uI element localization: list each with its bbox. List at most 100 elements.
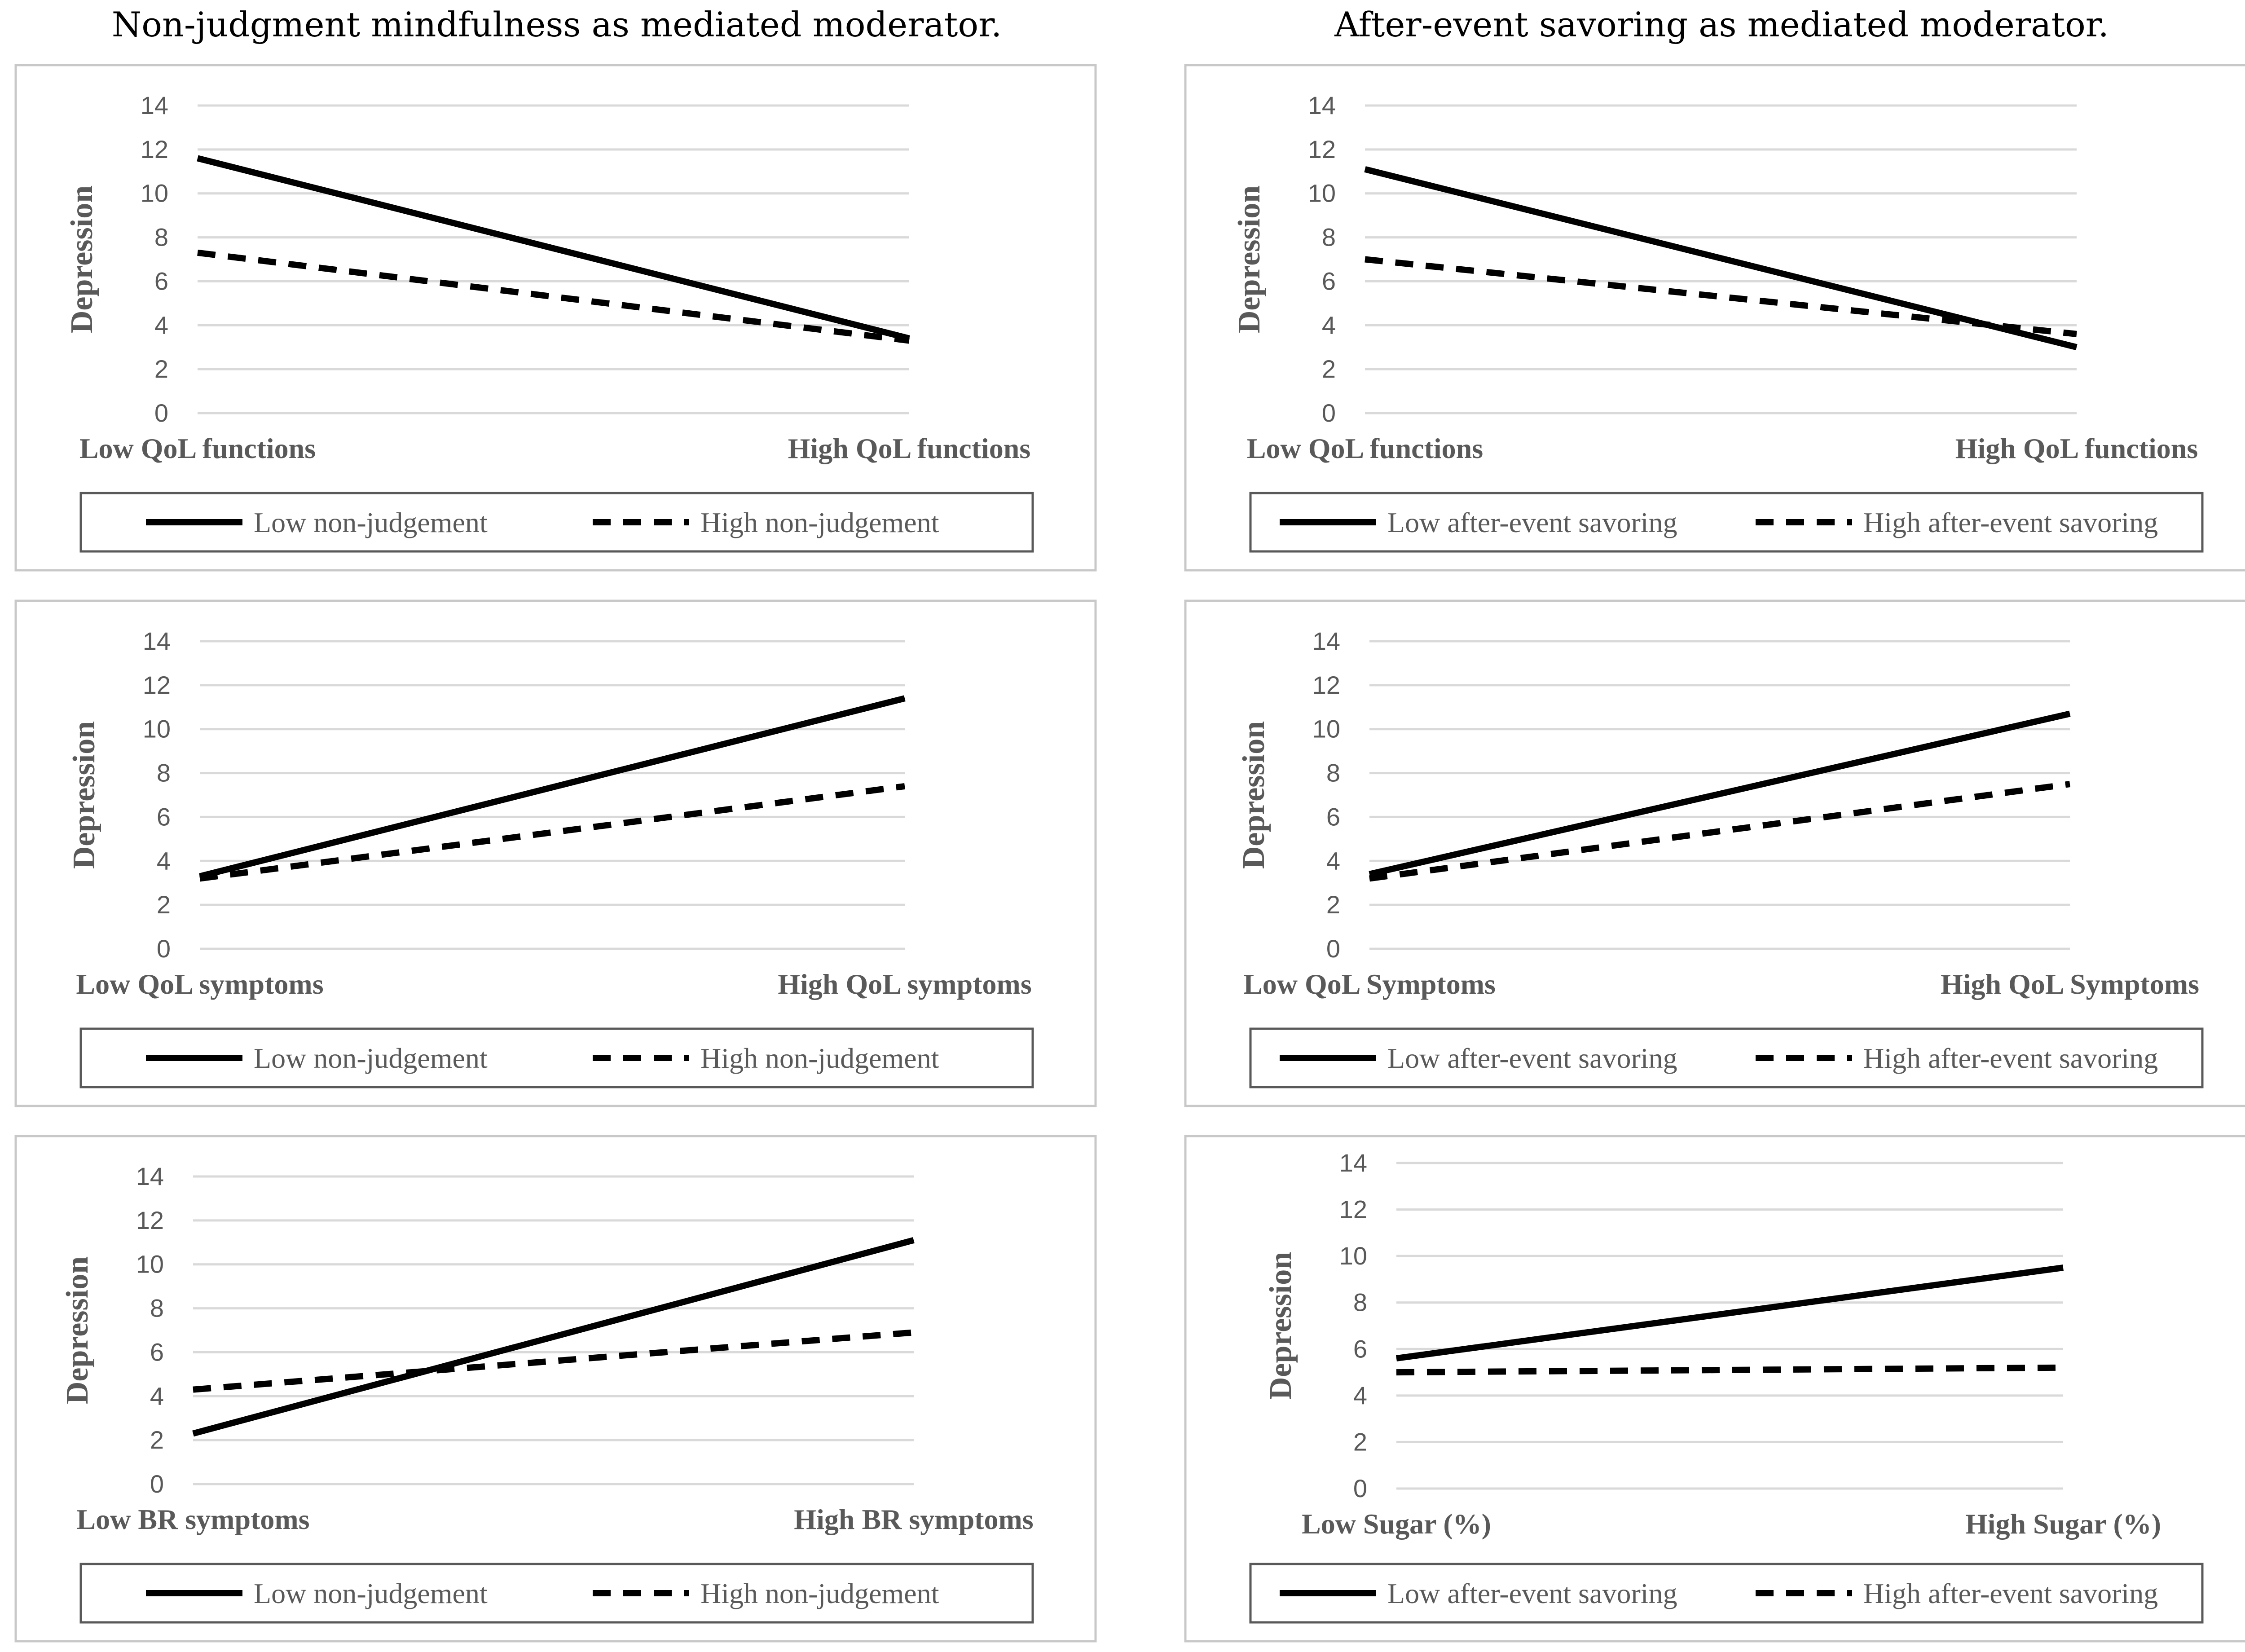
legend-label-1: Low non-judgement xyxy=(254,1042,488,1074)
y-tick-label: 0 xyxy=(150,1470,164,1498)
x-category-label: Low QoL Symptoms xyxy=(1243,968,1496,1000)
y-tick-label: 2 xyxy=(1326,890,1340,919)
series-line-2 xyxy=(1369,781,2070,882)
y-tick-label: 0 xyxy=(1322,399,1336,427)
y-tick-label: 10 xyxy=(1308,179,1336,207)
y-tick-label: 8 xyxy=(1353,1288,1367,1317)
legend-box xyxy=(1249,492,2204,553)
column-title-left: Non-judgment mindfulness as mediated mod… xyxy=(111,4,1002,44)
y-tick-label: 6 xyxy=(154,267,168,295)
y-tick-label: 8 xyxy=(1322,223,1336,251)
legend-label-2: High non-judgement xyxy=(700,507,939,538)
y-tick-label: 8 xyxy=(154,223,168,251)
x-category-label: High Sugar (%) xyxy=(1965,1508,2161,1540)
y-tick-label: 12 xyxy=(1308,135,1336,163)
y-axis-label: Depression xyxy=(65,185,99,333)
series-line-2 xyxy=(197,249,910,344)
y-tick-label: 2 xyxy=(1322,355,1336,383)
y-tick-label: 6 xyxy=(1322,267,1336,295)
chart-panel-5: 0 2 4 6 8 10 12 14 Depression Low BR symptoms High… xyxy=(14,1135,1097,1643)
y-tick-label: 12 xyxy=(136,1206,164,1234)
y-tick-label: 8 xyxy=(1326,759,1340,787)
series-line-1 xyxy=(192,1237,915,1437)
legend-box xyxy=(1249,1027,2204,1088)
legend: Low non-judgement High non-judgement xyxy=(79,492,1034,553)
legend-label-1: Low non-judgement xyxy=(254,507,488,538)
y-tick-label: 8 xyxy=(157,759,171,787)
y-tick-label: 2 xyxy=(154,355,168,383)
y-tick-label: 0 xyxy=(154,399,168,427)
chart-panel-6: 0 2 4 6 8 10 12 14 Depression Low Sugar (%) High S… xyxy=(1184,1135,2245,1643)
y-tick-label: 12 xyxy=(141,135,168,163)
x-category-label: High QoL functions xyxy=(1955,432,2198,464)
y-tick-label: 12 xyxy=(1339,1195,1367,1224)
x-category-label: Low Sugar (%) xyxy=(1302,1508,1491,1540)
y-tick-label: 4 xyxy=(157,846,171,875)
y-axis-label: Depression xyxy=(60,1256,95,1404)
legend-label-1: Low non-judgement xyxy=(254,1577,488,1609)
x-category-label: High QoL functions xyxy=(788,432,1031,464)
legend-label-1: Low after-event savoring xyxy=(1387,507,1677,538)
legend: Low after-event savoring High after-event… xyxy=(1249,1563,2204,1624)
chart-panel-4: 0 2 4 6 8 10 12 14 Depression Low QoL Symptoms Hig… xyxy=(1184,599,2245,1107)
legend-label-1: Low after-event savoring xyxy=(1387,1577,1677,1609)
y-axis-label: Depression xyxy=(67,721,101,869)
series-line-2 xyxy=(199,783,905,882)
y-tick-label: 6 xyxy=(150,1338,164,1366)
column-title-right: After-event savoring as mediated moderat… xyxy=(1334,4,2109,44)
y-tick-label: 14 xyxy=(1339,1149,1367,1177)
y-axis-label: Depression xyxy=(1232,185,1267,333)
y-tick-label: 6 xyxy=(1353,1335,1367,1363)
chart-panel-2: 0 2 4 6 8 10 12 14 Depression Low QoL functions Hi… xyxy=(1184,64,2245,572)
y-tick-label: 0 xyxy=(157,934,171,963)
y-tick-label: 6 xyxy=(1326,802,1340,831)
y-tick-label: 4 xyxy=(1353,1381,1367,1410)
series-line-1 xyxy=(1369,710,2071,877)
x-category-label: High QoL symptoms xyxy=(778,968,1031,1000)
legend-box xyxy=(1249,1563,2204,1624)
y-tick-label: 12 xyxy=(1312,671,1340,699)
legend-label-2: High non-judgement xyxy=(700,1042,939,1074)
x-category-label: Low BR symptoms xyxy=(76,1503,309,1535)
legend: Low after-event savoring High after-event… xyxy=(1249,1027,2204,1088)
y-tick-label: 2 xyxy=(1353,1427,1367,1456)
legend: Low non-judgement High non-judgement xyxy=(79,1027,1034,1088)
y-tick-label: 10 xyxy=(1312,715,1340,743)
y-tick-label: 10 xyxy=(136,1250,164,1278)
series-line-1 xyxy=(197,155,910,342)
y-tick-label: 4 xyxy=(150,1382,164,1410)
y-tick-label: 14 xyxy=(1308,91,1336,119)
y-tick-label: 4 xyxy=(154,311,168,339)
series-line-1 xyxy=(199,695,906,880)
series-line-1 xyxy=(1364,166,2078,351)
y-tick-label: 4 xyxy=(1326,846,1340,875)
legend-label-2: High after-event savoring xyxy=(1863,1577,2158,1609)
y-tick-label: 2 xyxy=(157,890,171,919)
y-tick-label: 10 xyxy=(141,179,168,207)
y-tick-label: 4 xyxy=(1322,311,1336,339)
y-tick-label: 14 xyxy=(141,91,168,119)
y-axis-label: Depression xyxy=(1237,721,1271,869)
x-category-label: High BR symptoms xyxy=(794,1503,1033,1535)
legend: Low non-judgement High non-judgement xyxy=(79,1563,1034,1624)
legend-label-2: High after-event savoring xyxy=(1863,1042,2158,1074)
y-tick-label: 0 xyxy=(1326,934,1340,963)
legend-label-2: High non-judgement xyxy=(700,1577,939,1609)
chart-frame xyxy=(1184,1135,2245,1643)
x-category-label: Low QoL symptoms xyxy=(76,968,323,1000)
legend-label-1: Low after-event savoring xyxy=(1387,1042,1677,1074)
series-line-1 xyxy=(1396,1264,2064,1361)
legend: Low after-event savoring High after-event… xyxy=(1249,492,2204,553)
chart-panel-1: 0 2 4 6 8 10 12 14 Depression Low QoL functions Hi… xyxy=(14,64,1097,572)
y-tick-label: 10 xyxy=(1339,1242,1367,1270)
y-tick-label: 8 xyxy=(150,1294,164,1322)
y-tick-label: 14 xyxy=(136,1162,164,1190)
y-tick-label: 10 xyxy=(143,715,171,743)
series-line-2 xyxy=(1396,1364,2064,1376)
series-line-2 xyxy=(1365,256,2077,337)
legend-label-2: High after-event savoring xyxy=(1863,507,2158,538)
x-category-label: Low QoL functions xyxy=(1247,432,1483,464)
y-tick-label: 14 xyxy=(1312,627,1340,655)
